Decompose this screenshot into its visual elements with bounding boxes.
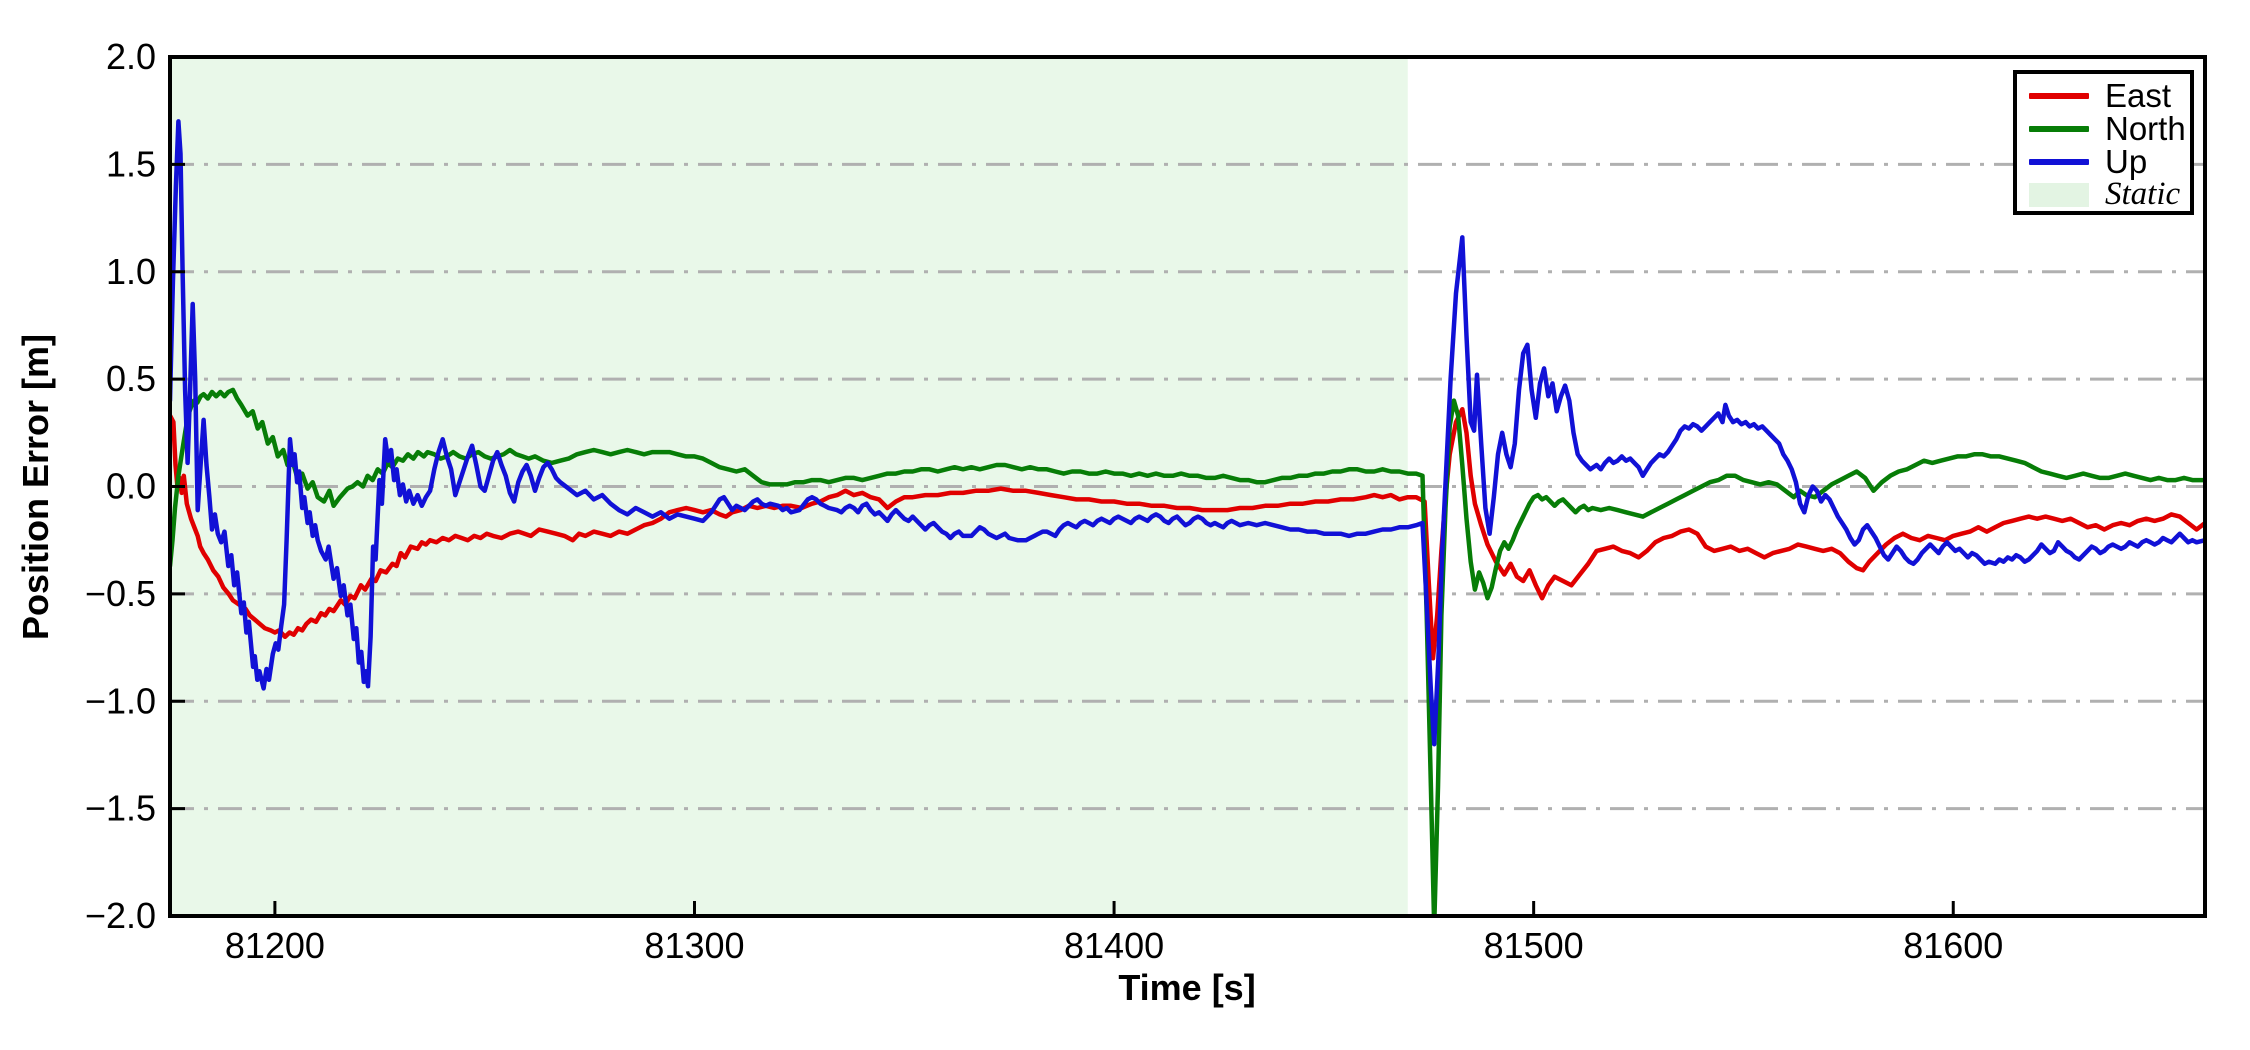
y-tick-label: −1.0 [85,680,156,721]
legend: East North Up Static [2013,70,2194,215]
y-axis-label: Position Error [m] [15,334,56,640]
y-tick-label: 1.0 [106,251,156,292]
y-tick-label: 2.0 [106,36,156,77]
legend-label-east: East [2105,77,2172,114]
legend-label-static: Static [2105,176,2181,212]
data-series [170,119,2205,916]
static-patch-swatch [2029,182,2089,207]
y-tick-label: 0.0 [106,466,156,507]
series-line-east [170,406,2205,661]
legend-label-up: Up [2105,143,2148,180]
gridlines [170,162,2205,811]
y-tick-label: 1.5 [106,143,156,184]
legend-item-static: Static [2029,176,2190,212]
x-tick-label: 81600 [1903,925,2003,966]
y-tick-label: −0.5 [85,573,156,614]
legend-item-up: Up [2029,143,2190,180]
legend-item-north: North [2029,110,2190,147]
legend-item-east: East [2029,77,2190,114]
y-tick-label: 0.5 [106,358,156,399]
y-axis-tick-labels: −2.0 −1.5 −1.0 −0.5 0.0 0.5 1.0 1.5 2.0 [85,36,156,936]
x-tick-label: 81500 [1484,925,1584,966]
legend-label-north: North [2105,110,2186,147]
up-line-swatch [2029,158,2089,165]
x-axis-tick-labels: 81200 81300 81400 81500 81600 [225,925,2003,966]
x-axis-label: Time [s] [1118,967,1255,1008]
y-tick-label: −1.5 [85,788,156,829]
x-axis-ticks [273,901,1955,916]
x-tick-label: 81400 [1064,925,1164,966]
x-tick-label: 81200 [225,925,325,966]
north-line-swatch [2029,125,2089,132]
y-tick-label: −2.0 [85,895,156,936]
x-tick-label: 81300 [644,925,744,966]
east-line-swatch [2029,92,2089,99]
series-line-up [170,119,2205,747]
y-axis-ticks [170,55,185,918]
